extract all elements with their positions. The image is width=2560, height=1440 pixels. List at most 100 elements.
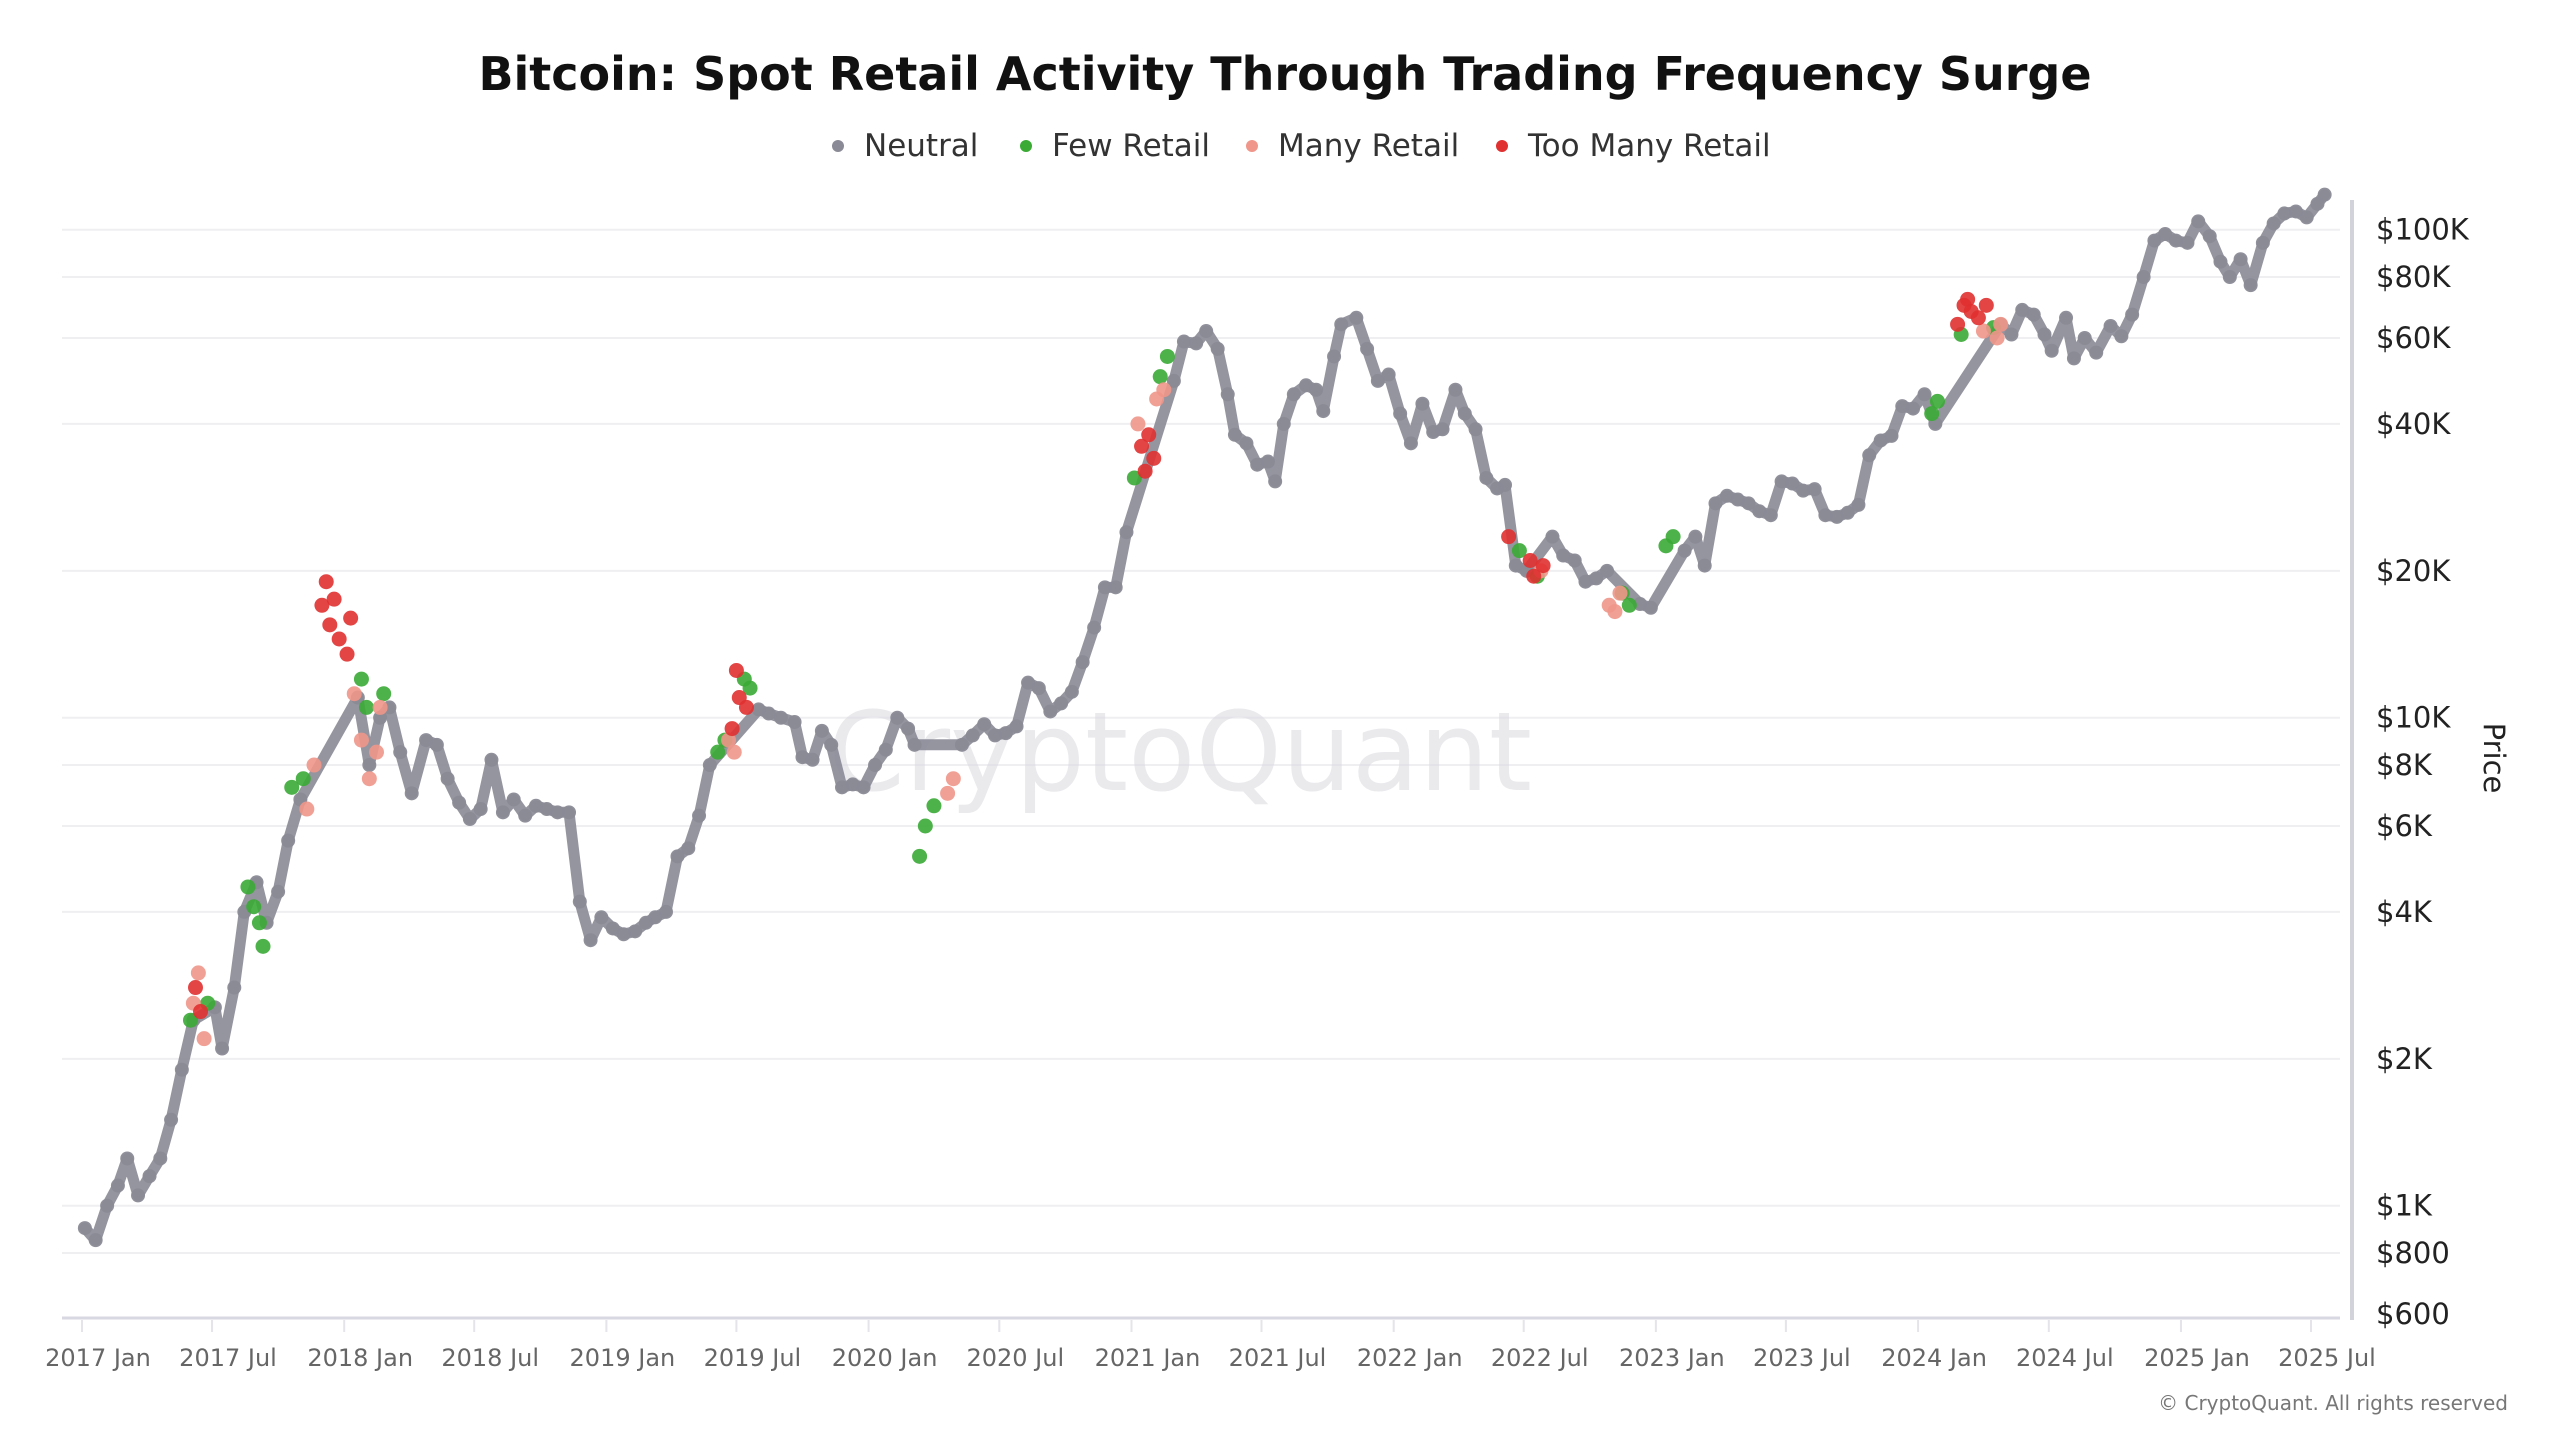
data-point xyxy=(2233,252,2248,267)
data-point xyxy=(404,786,419,801)
data-point xyxy=(174,1062,189,1077)
data-point xyxy=(164,1112,179,1127)
data-point xyxy=(856,780,871,795)
data-point xyxy=(868,758,883,773)
data-point xyxy=(917,818,933,834)
data-point xyxy=(1316,404,1331,419)
data-point xyxy=(1978,297,1994,313)
data-point xyxy=(1567,553,1582,568)
data-point xyxy=(1021,675,1036,690)
data-point xyxy=(1818,508,1833,523)
legend-item-neutral[interactable]: Neutral xyxy=(832,128,978,164)
data-point xyxy=(605,921,620,936)
data-point xyxy=(131,1188,146,1203)
data-point xyxy=(1578,574,1593,589)
data-point xyxy=(2037,327,2052,342)
legend-marker-many-retail xyxy=(1246,140,1258,152)
data-point xyxy=(1043,704,1058,719)
data-point xyxy=(506,792,521,807)
data-point xyxy=(2243,278,2258,293)
series-few-retail xyxy=(182,320,2001,1028)
data-point xyxy=(1989,330,2005,346)
data-point xyxy=(1064,684,1079,699)
x-tick-label: 2022 Jul xyxy=(1491,1344,1589,1372)
copyright: © CryptoQuant. All rights reserved xyxy=(2158,1391,2508,1415)
data-point xyxy=(1268,474,1283,489)
data-point xyxy=(692,808,707,823)
data-point xyxy=(814,723,829,738)
data-point xyxy=(1097,580,1112,595)
data-point xyxy=(281,833,296,848)
data-point xyxy=(1665,529,1681,545)
data-point xyxy=(926,798,942,814)
data-point xyxy=(1130,416,1146,432)
y-tick-label: $8K xyxy=(2376,748,2433,782)
data-point xyxy=(965,728,980,743)
data-point xyxy=(1633,597,1648,612)
data-point xyxy=(901,721,916,736)
data-point xyxy=(1741,496,1756,511)
legend-item-too-many-retail[interactable]: Too Many Retail xyxy=(1496,128,1771,164)
data-point xyxy=(187,980,203,996)
data-point xyxy=(1612,585,1628,601)
y-tick-label: $80K xyxy=(2376,260,2451,294)
x-tick-label: 2022 Jan xyxy=(1357,1344,1463,1372)
data-point xyxy=(1141,427,1157,443)
data-point xyxy=(1688,529,1703,544)
data-point xyxy=(890,710,905,725)
data-point xyxy=(376,686,392,702)
data-point xyxy=(2004,327,2019,342)
legend-item-few-retail[interactable]: Few Retail xyxy=(1020,128,1210,164)
data-point xyxy=(339,646,355,662)
data-point xyxy=(1054,696,1069,711)
data-point xyxy=(2066,351,2081,366)
data-point xyxy=(373,710,388,725)
data-point xyxy=(518,808,533,823)
data-point xyxy=(1556,548,1571,563)
data-point xyxy=(1009,719,1024,734)
y-tick-label: $800 xyxy=(2376,1236,2450,1270)
data-point xyxy=(361,771,377,787)
y-axis-title: Price xyxy=(2477,723,2511,794)
y-tick-label: $600 xyxy=(2376,1297,2450,1331)
data-point xyxy=(1393,406,1408,421)
data-point xyxy=(2125,307,2140,322)
data-point xyxy=(1621,597,1637,613)
data-point xyxy=(681,841,696,856)
data-point xyxy=(1895,399,1910,414)
data-point xyxy=(1370,373,1385,388)
data-point xyxy=(1176,334,1191,349)
data-point xyxy=(240,879,256,895)
gridlines xyxy=(62,228,2340,1255)
data-point xyxy=(346,686,362,702)
data-point xyxy=(988,728,1003,743)
data-point xyxy=(1862,448,1877,463)
data-point xyxy=(907,737,922,752)
data-point xyxy=(1309,382,1324,397)
data-point xyxy=(1276,416,1291,431)
data-point xyxy=(1763,508,1778,523)
data-point xyxy=(539,802,554,817)
data-point xyxy=(594,910,609,925)
data-point xyxy=(246,899,262,915)
data-point xyxy=(306,757,322,773)
data-point xyxy=(1468,422,1483,437)
x-tick-label: 2025 Jan xyxy=(2144,1344,2250,1372)
data-point xyxy=(343,610,359,626)
data-point xyxy=(190,965,206,981)
data-point xyxy=(2158,227,2173,242)
legend-label-few-retail: Few Retail xyxy=(1052,128,1210,164)
data-point xyxy=(1227,427,1242,442)
data-point xyxy=(616,927,631,942)
chart-title: Bitcoin: Spot Retail Activity Through Tr… xyxy=(478,47,2091,101)
data-point xyxy=(998,726,1013,741)
legend-item-many-retail[interactable]: Many Retail xyxy=(1246,128,1459,164)
data-point xyxy=(2168,233,2183,248)
data-point xyxy=(1260,454,1275,469)
data-point xyxy=(1108,580,1123,595)
data-point xyxy=(742,680,758,696)
data-point xyxy=(440,771,455,786)
data-point xyxy=(628,924,643,939)
data-point xyxy=(2191,214,2206,229)
legend-marker-few-retail xyxy=(1020,140,1032,152)
